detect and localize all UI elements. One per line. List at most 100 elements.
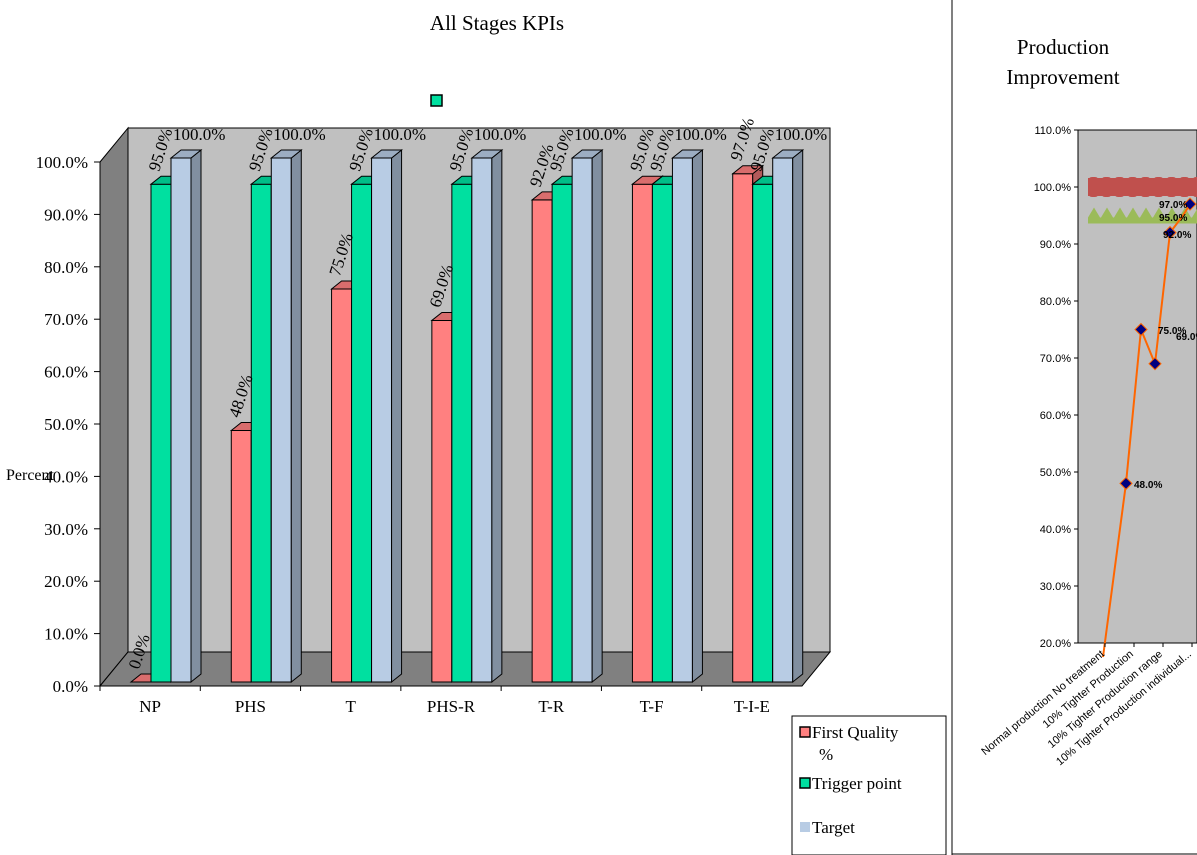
y-tick-label: 0.0% (53, 677, 88, 696)
right-chart-title-line1: Production (1017, 35, 1110, 59)
legend-label: % (819, 745, 833, 764)
chart-side-wall (99, 126, 129, 688)
target-band-segment (1179, 177, 1190, 197)
legend: First Quality% Trigger point Target (791, 715, 947, 855)
right-y-tick-label: 40.0% (1040, 524, 1071, 536)
x-tick-label: PHS (235, 697, 266, 716)
bar-target-t-r (570, 148, 604, 684)
target-band-segment (1153, 177, 1164, 197)
bar-side (391, 148, 403, 684)
bar-target-t (370, 148, 403, 684)
line-data-label: 75.0% (1158, 326, 1186, 337)
bar-target-t-i-e (771, 148, 805, 684)
legend-label: First Quality (812, 723, 899, 742)
bar-top (671, 149, 704, 159)
bar-front (631, 183, 653, 683)
target-band-segment (1114, 177, 1125, 197)
line-marker (1163, 225, 1177, 240)
bar-target-np (169, 148, 203, 684)
line-data-label: 97.0% (1159, 200, 1187, 211)
bar-target-t-f (671, 148, 704, 684)
bar-side (491, 148, 503, 684)
bar-side (190, 148, 202, 684)
x-tick-label: NP (139, 697, 161, 716)
legend-box (791, 715, 947, 855)
bar-front (331, 288, 353, 683)
y-tick-label: 40.0% (44, 467, 88, 486)
legend-marker-top (430, 94, 443, 107)
bar-side (691, 148, 703, 684)
bar-front (551, 183, 573, 683)
bar-target-phs-r (470, 148, 504, 684)
bar-front (351, 183, 373, 683)
y-tick-label: 10.0% (44, 625, 88, 644)
bar-front (230, 429, 252, 683)
right-y-tick-label: 30.0% (1040, 581, 1071, 593)
bar-top (169, 149, 203, 159)
data-label: 100.0% (273, 125, 325, 144)
right-y-tick-label: 60.0% (1040, 410, 1071, 422)
y-axis-title: Percent (6, 467, 55, 484)
bar-front (651, 183, 673, 683)
y-tick-label: 50.0% (44, 415, 88, 434)
bar-side (591, 148, 603, 684)
x-tick-label: T-F (640, 697, 664, 716)
bar-target-phs (269, 148, 303, 684)
kpi-bar-chart: All Stages KPIs 0.0% 10.0% 20.0% 30.0% 40.0%… (6, 11, 832, 716)
y-tick-label: 20.0% (44, 572, 88, 591)
bar-top (771, 149, 805, 159)
right-y-tick-label: 90.0% (1040, 239, 1071, 251)
x-tick-label: PHS-R (427, 697, 476, 716)
right-chart-title-line2: Improvement (1006, 65, 1119, 89)
x-tick-label: T-I-E (734, 697, 770, 716)
bar-front (250, 183, 272, 683)
legend-label: Trigger point (812, 774, 902, 793)
target-band-segment (1101, 177, 1112, 197)
bar-front (471, 157, 493, 683)
y-tick-label: 100.0% (36, 153, 88, 172)
right-y-tick-label: 70.0% (1040, 353, 1071, 365)
line-data-label: 92.0% (1163, 230, 1191, 241)
legend-label: Target (812, 818, 855, 837)
bar-front (732, 173, 754, 683)
bar-front (671, 157, 693, 683)
bar-front (451, 183, 473, 683)
y-tick-label: 60.0% (44, 363, 88, 382)
bar-front (772, 157, 794, 683)
legend-swatch (800, 822, 810, 832)
target-band-segment (1088, 177, 1099, 197)
y-tick-label: 90.0% (44, 205, 88, 224)
bar-side (290, 148, 302, 684)
line-data-label: 48.0% (1134, 480, 1162, 491)
legend-swatch (799, 726, 811, 738)
line-data-label: 69.0% (1176, 332, 1197, 343)
bar-top (731, 165, 765, 175)
bar-top (470, 149, 504, 159)
data-label: 100.0% (574, 125, 626, 144)
y-tick-label: 30.0% (44, 520, 88, 539)
target-band-segment (1127, 177, 1138, 197)
x-tick-label: T-R (538, 697, 564, 716)
target-band-segment (1140, 177, 1151, 197)
line-marker (1148, 356, 1162, 371)
bar-top (370, 149, 403, 159)
data-label: 100.0% (674, 125, 726, 144)
bar-front (571, 157, 593, 683)
y-tick-label: 80.0% (44, 258, 88, 277)
bar-front (371, 157, 393, 683)
bar-front (150, 183, 172, 683)
line-marker (1183, 197, 1197, 211)
right-y-tick-label: 100.0% (1034, 182, 1072, 194)
bar-side (792, 148, 804, 684)
bar-top (269, 149, 303, 159)
trigger-band (1088, 207, 1197, 224)
data-label: 100.0% (775, 125, 827, 144)
production-improvement-chart: Production Improvement 20.0% 30.0% 40.0% 50… (979, 35, 1197, 768)
line-marker (1134, 322, 1148, 337)
data-label: 100.0% (173, 125, 225, 144)
right-y-tick-label: 80.0% (1040, 296, 1071, 308)
target-band-segment (1192, 177, 1197, 197)
bar-top (570, 149, 604, 159)
legend-swatch (799, 777, 811, 789)
